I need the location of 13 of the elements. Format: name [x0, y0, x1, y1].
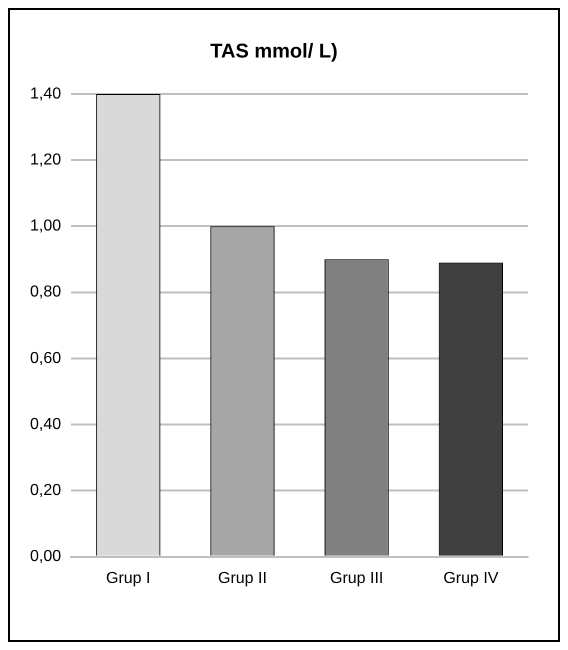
y-tick-label: 0,20 — [30, 482, 62, 500]
y-tick-label: 0,40 — [30, 416, 62, 433]
x-tick-label: Grup II — [218, 570, 267, 587]
x-tick-label: Grup IV — [443, 570, 499, 587]
y-tick-label: 1,20 — [30, 152, 62, 169]
x-tick-label: Grup III — [330, 570, 384, 587]
chart-title: TAS mmol/ L) — [210, 40, 338, 63]
y-tick-label: 1,40 — [30, 85, 62, 102]
y-tick-label: 1,00 — [30, 218, 62, 235]
y-tick-label: 0,60 — [30, 350, 62, 367]
x-tick-label: Grup I — [106, 570, 150, 587]
y-tick-label: 0,80 — [30, 284, 62, 301]
y-tick-label: 0,00 — [30, 548, 62, 566]
